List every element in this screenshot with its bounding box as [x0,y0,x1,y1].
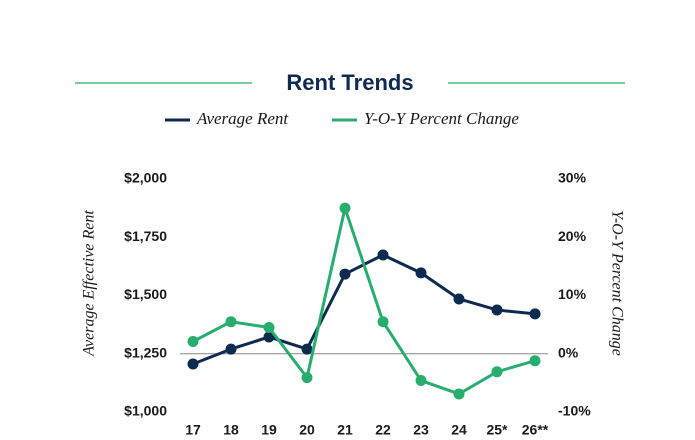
y-tick-label: $1,500 [124,286,167,302]
legend-label: Average Rent [196,109,289,128]
series-point [377,249,389,261]
x-tick-label: 19 [261,422,277,438]
x-tick-label: 23 [413,422,429,438]
series-point [225,316,237,328]
y2-tick-label: 0% [558,344,579,360]
series-point [453,388,465,400]
series-point [301,372,313,384]
series-point [491,304,503,316]
series-line [192,253,536,366]
series-point [301,343,313,355]
series-point [491,366,503,378]
y2-tick-label: 30% [558,170,587,186]
x-tick-label: 22 [375,422,391,438]
y2-axis-title: Y-O-Y Percent Change [608,210,625,356]
series-point [187,336,199,348]
series-point [415,267,427,279]
series-point [339,202,351,214]
x-tick-label: 26** [522,422,549,438]
y2-tick-label: 20% [558,228,587,244]
series-point [339,268,351,280]
series-point [263,331,275,343]
y-tick-label: $1,750 [124,228,167,244]
series-point [453,293,465,305]
series-line [192,206,536,396]
series-point [377,316,389,328]
x-tick-label: 21 [337,422,353,438]
series-point [415,375,427,387]
series-point [529,355,541,367]
series-point [187,358,199,370]
series-point [225,343,237,355]
y2-tick-label: -10% [558,403,591,419]
x-tick-label: 17 [185,422,201,438]
series-point [529,308,541,320]
y-tick-label: $1,250 [124,344,167,360]
x-tick-label: 25* [486,422,508,438]
series-point [263,322,275,334]
x-tick-label: 18 [223,422,239,438]
y2-tick-label: 10% [558,286,587,302]
chart-title: Rent Trends [286,70,413,95]
y-tick-label: $1,000 [124,403,167,419]
y-tick-label: $2,000 [124,170,167,186]
x-tick-label: 24 [451,422,467,438]
x-tick-label: 20 [299,422,315,438]
legend-label: Y-O-Y Percent Change [364,109,519,128]
y-axis-title: Average Effective Rent [81,210,98,357]
